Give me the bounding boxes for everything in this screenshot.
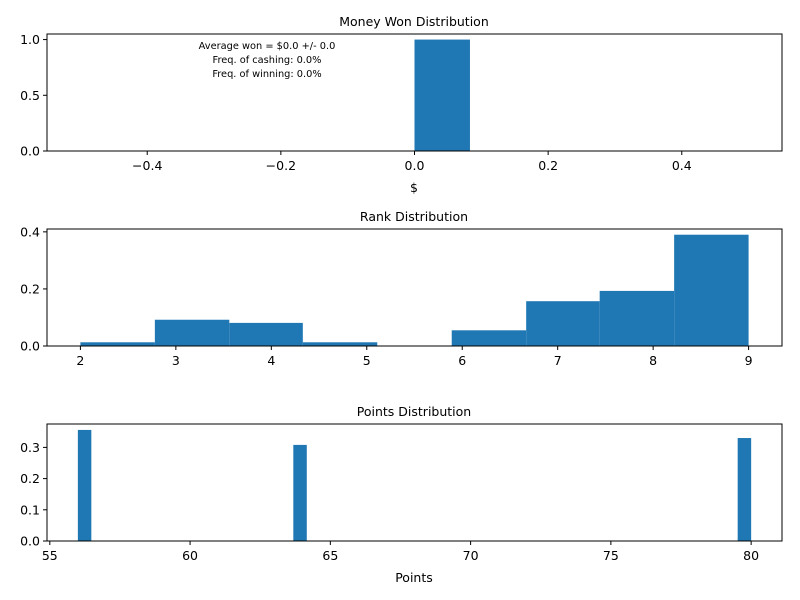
rank-x-tick-label-7: 9 bbox=[745, 353, 753, 368]
money-won-bars bbox=[414, 39, 470, 151]
money-won-axes-frame bbox=[46, 33, 783, 152]
points-panel: Points Distribution 0.0 0.1 0.2 0.3 55 60 65 7… bbox=[20, 404, 783, 585]
rank-y-tick-label-0: 0.0 bbox=[20, 339, 40, 354]
points-x-tick-label-2: 65 bbox=[322, 548, 338, 563]
points-y-tick-label-0: 0.0 bbox=[20, 534, 40, 549]
money-won-annotation-cashing: Freq. of cashing: 0.0% bbox=[213, 55, 322, 66]
rank-bar-8 bbox=[674, 234, 749, 346]
points-bars bbox=[77, 429, 752, 541]
money-won-x-ticks: −0.4 −0.2 0.0 0.2 0.4 bbox=[132, 151, 692, 173]
money-won-y-ticks: 0.0 0.5 1.0 bbox=[20, 32, 47, 159]
money-won-panel: Money Won Distribution 0.00.51.0 −0.4 −0.… bbox=[20, 14, 783, 195]
money-won-x-tick-label-2: 0.0 bbox=[405, 158, 425, 173]
rank-x-tick-label-0: 2 bbox=[76, 353, 84, 368]
rank-x-tick-label-6: 8 bbox=[649, 353, 657, 368]
points-y-tick-label-2: 0.2 bbox=[20, 471, 40, 486]
money-won-x-tick-label-4: 0.4 bbox=[672, 158, 692, 173]
points-axes-frame bbox=[46, 423, 783, 542]
points-y-tick-label-3: 0.3 bbox=[20, 440, 40, 455]
money-won-annotation-winning: Freq. of winning: 0.0% bbox=[212, 69, 321, 80]
rank-bar-5 bbox=[451, 330, 527, 346]
rank-y-tick-label-2: 0.4 bbox=[20, 224, 40, 239]
rank-x-tick-label-1: 3 bbox=[172, 353, 180, 368]
rank-bar-3 bbox=[302, 342, 378, 346]
money-won-y-tick-label-0: 0.0 bbox=[20, 144, 40, 159]
money-won-y-tick-label-2: 1.0 bbox=[20, 32, 40, 47]
points-x-ticks: 55 60 65 70 75 80 bbox=[42, 541, 759, 563]
money-won-x-tick-label-3: 0.2 bbox=[538, 158, 558, 173]
rank-x-tick-label-5: 7 bbox=[554, 353, 562, 368]
points-bar-0 bbox=[77, 429, 92, 541]
points-x-tick-label-5: 80 bbox=[743, 548, 759, 563]
points-x-tick-label-3: 70 bbox=[463, 548, 479, 563]
rank-x-tick-label-2: 4 bbox=[267, 353, 275, 368]
rank-title: Rank Distribution bbox=[360, 209, 468, 224]
money-won-annotation-average: Average won = $0.0 +/- 0.0 bbox=[199, 41, 336, 52]
rank-bar-6 bbox=[526, 301, 600, 346]
money-won-y-tick-label-1: 0.5 bbox=[20, 88, 40, 103]
points-x-tick-label-0: 55 bbox=[42, 548, 58, 563]
rank-y-tick-label-1: 0.2 bbox=[20, 281, 40, 296]
points-y-ticks: 0.0 0.1 0.2 0.3 bbox=[20, 440, 47, 549]
rank-bar-0 bbox=[80, 342, 155, 346]
money-won-x-tick-label-0: −0.4 bbox=[132, 158, 162, 173]
points-bar-2 bbox=[737, 438, 752, 541]
points-x-tick-label-4: 75 bbox=[603, 548, 619, 563]
rank-bar-7 bbox=[599, 290, 675, 346]
rank-y-ticks: 0.0 0.2 0.4 bbox=[20, 224, 47, 354]
money-won-title: Money Won Distribution bbox=[339, 14, 489, 29]
money-won-bar-0 bbox=[414, 39, 470, 151]
rank-x-tick-label-4: 6 bbox=[458, 353, 466, 368]
points-y-tick-label-1: 0.1 bbox=[20, 502, 40, 517]
rank-axes-frame bbox=[46, 228, 783, 347]
points-title: Points Distribution bbox=[357, 404, 471, 419]
rank-bar-2 bbox=[229, 322, 303, 346]
rank-x-ticks: 2 3 4 5 6 7 8 9 bbox=[76, 346, 753, 368]
points-bar-1 bbox=[293, 444, 307, 541]
points-x-tick-label-1: 60 bbox=[182, 548, 198, 563]
rank-panel: Rank Distribution 0.0 0.2 0.4 2 3 4 5 6 7 8 9 bbox=[20, 209, 783, 368]
rank-bars bbox=[80, 234, 749, 346]
money-won-x-tick-label-1: −0.2 bbox=[266, 158, 296, 173]
points-x-axis-label: Points bbox=[395, 570, 433, 585]
rank-x-tick-label-3: 5 bbox=[363, 353, 371, 368]
rank-bar-1 bbox=[154, 319, 230, 346]
money-won-x-axis-label: $ bbox=[410, 180, 418, 195]
